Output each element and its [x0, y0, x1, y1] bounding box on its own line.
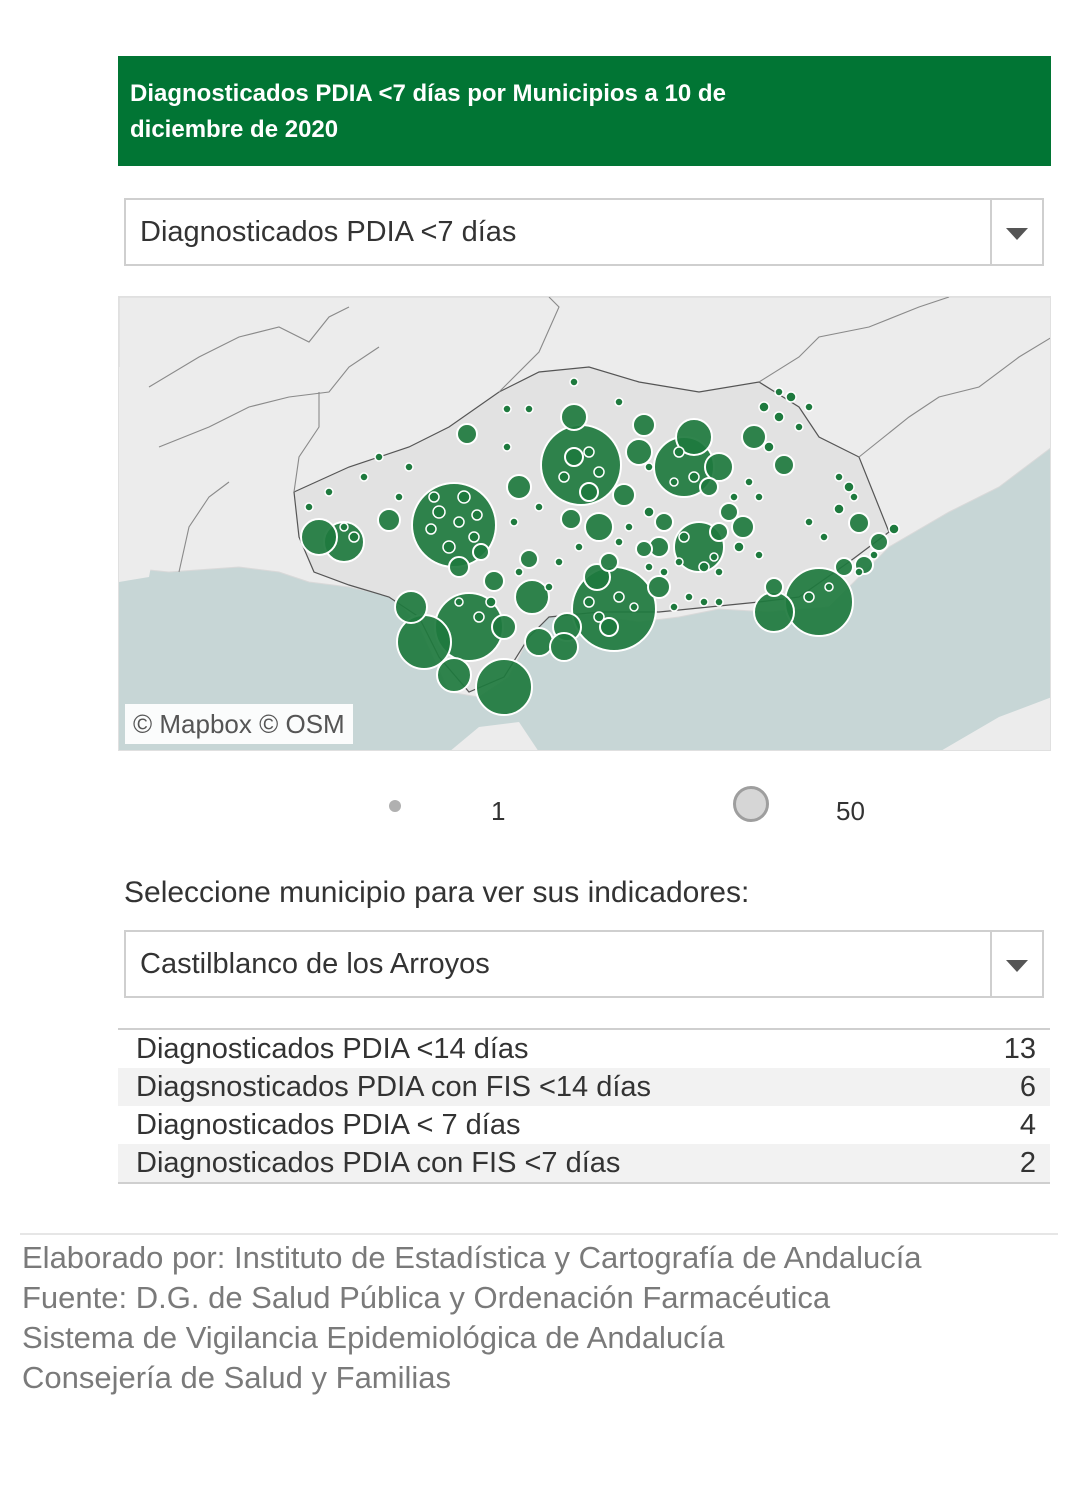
- region-borders: [148, 297, 1050, 573]
- map-canvas[interactable]: [119, 297, 1051, 751]
- chart-header: Diagnosticados PDIA <7 días por Municipi…: [118, 56, 1051, 166]
- indicator-value: 4: [1019, 1109, 1036, 1141]
- footer-line-system: Sistema de Vigilancia Epidemiológica de …: [22, 1320, 725, 1355]
- small-bubbles: [304, 377, 900, 623]
- chevron-down-icon[interactable]: [1006, 960, 1028, 972]
- indicator-value: 13: [1003, 1033, 1036, 1065]
- bubble-map[interactable]: © Mapbox © OSM: [118, 296, 1051, 751]
- legend-max-label: 50: [836, 796, 865, 826]
- legend-small-bubble: [389, 800, 401, 812]
- municipio-prompt: Seleccione municipio para ver sus indica…: [124, 876, 750, 909]
- indicator-select-value: Diagnosticados PDIA <7 días: [140, 216, 517, 248]
- select-divider: [990, 932, 992, 996]
- table-row: Diagnosticados PDIA con FIS <7 días 2: [118, 1144, 1050, 1182]
- municipio-select[interactable]: Castilblanco de los Arroyos: [124, 930, 1044, 998]
- select-divider: [990, 200, 992, 264]
- map-attribution[interactable]: © Mapbox © OSM: [125, 704, 353, 744]
- indicator-label: Diagnosticados PDIA < 7 días: [136, 1109, 521, 1141]
- legend-min-label: 1: [491, 796, 506, 826]
- indicator-label: Diagnosticados PDIA con FIS <7 días: [136, 1147, 621, 1179]
- table-row: Diagnosticados PDIA <14 días 13: [118, 1030, 1050, 1068]
- africa-coast: [451, 697, 1050, 750]
- indicator-label: Diagnosticados PDIA <14 días: [136, 1033, 529, 1065]
- table-row: Diagsnosticados PDIA con FIS <14 días 6: [118, 1068, 1050, 1106]
- footer-credits: Elaborado por: Instituto de Estadística …: [22, 1238, 922, 1398]
- footer-line-author: Elaborado por: Instituto de Estadística …: [22, 1240, 922, 1275]
- indicator-value: 6: [1019, 1071, 1036, 1103]
- bubbles: [300, 403, 889, 716]
- footer-divider: [20, 1233, 1058, 1235]
- portugal-coast: [119, 367, 164, 582]
- footer-line-ministry: Consejería de Salud y Familias: [22, 1360, 452, 1395]
- table-row: Diagnosticados PDIA < 7 días 4: [118, 1106, 1050, 1144]
- chevron-down-icon[interactable]: [1006, 228, 1028, 240]
- indicator-label: Diagsnosticados PDIA con FIS <14 días: [136, 1071, 652, 1103]
- indicators-table: Diagnosticados PDIA <14 días 13 Diagsnos…: [118, 1028, 1050, 1184]
- footer-line-source: Fuente: D.G. de Salud Pública y Ordenaci…: [22, 1280, 831, 1315]
- legend-large-bubble: [733, 786, 769, 822]
- municipio-select-value: Castilblanco de los Arroyos: [140, 948, 490, 980]
- indicator-select[interactable]: Diagnosticados PDIA <7 días: [124, 198, 1044, 266]
- page-title: Diagnosticados PDIA <7 días por Municipi…: [130, 80, 726, 143]
- indicator-value: 2: [1019, 1147, 1036, 1179]
